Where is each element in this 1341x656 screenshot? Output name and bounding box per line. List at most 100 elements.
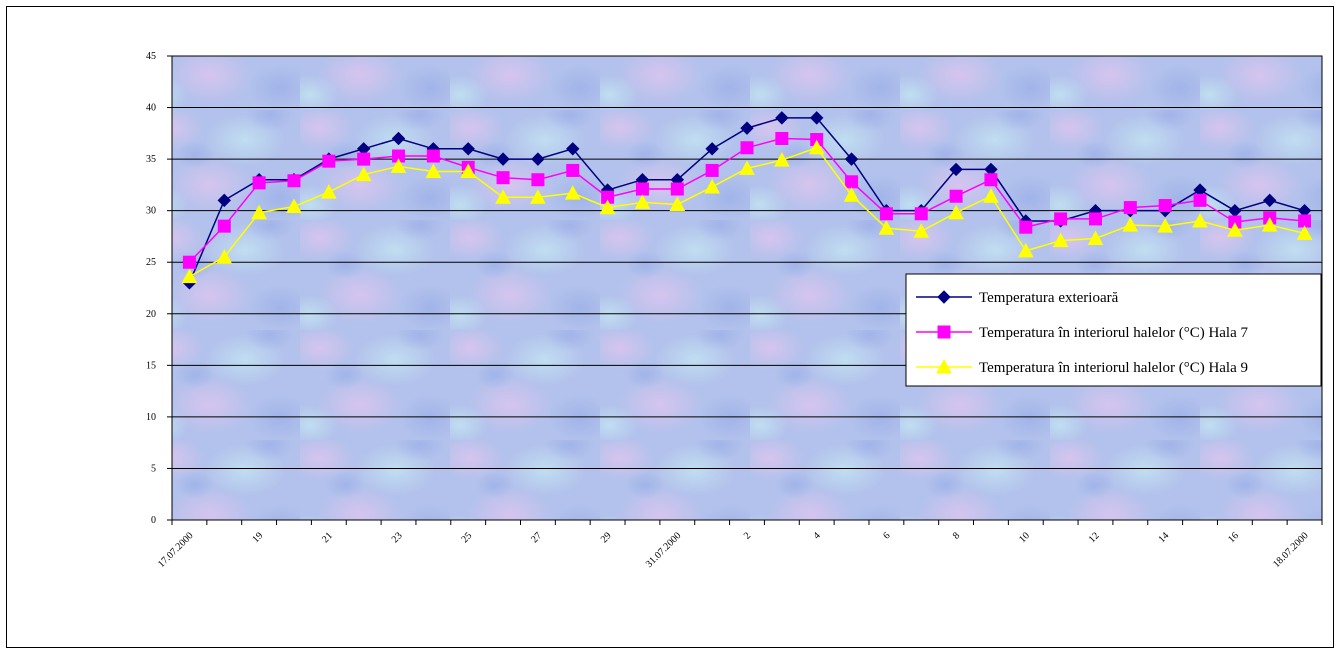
x-tick-label: 12 bbox=[1087, 530, 1102, 545]
series-1-point bbox=[949, 162, 963, 177]
series-1-point bbox=[461, 142, 475, 156]
y-tick-label: 0 bbox=[151, 515, 156, 526]
x-tick-label: 16 bbox=[1226, 530, 1241, 545]
x-tick-label: 10 bbox=[1017, 530, 1032, 545]
series-3-point bbox=[669, 196, 686, 211]
series-3-point bbox=[948, 204, 964, 220]
legend-label-1: Temperatura exterioară bbox=[979, 290, 1119, 306]
series-3-point bbox=[1157, 218, 1174, 233]
series-2-point bbox=[287, 174, 301, 188]
y-tick-label: 10 bbox=[146, 412, 156, 423]
y-tick-label: 5 bbox=[151, 463, 156, 474]
series-3-point bbox=[564, 185, 581, 200]
legend-label-2: Temperatura în interiorul halelor (°C) H… bbox=[979, 325, 1249, 341]
y-tick-label: 15 bbox=[146, 360, 156, 371]
series-3-point bbox=[739, 160, 755, 175]
series-2-point bbox=[1054, 212, 1068, 226]
series-3-point bbox=[1087, 230, 1104, 246]
x-tick-label: 27 bbox=[529, 530, 544, 545]
y-tick-label: 35 bbox=[146, 154, 156, 165]
x-tick-label: 2 bbox=[742, 530, 753, 541]
series-2-point bbox=[635, 182, 649, 196]
x-tick-label: 25 bbox=[459, 530, 474, 545]
series-3-point bbox=[774, 152, 790, 167]
series-2-point bbox=[949, 189, 963, 203]
series-2-point bbox=[1158, 199, 1172, 213]
series-2-point bbox=[426, 149, 440, 163]
x-tick-label: 29 bbox=[599, 530, 614, 545]
series-1-point bbox=[705, 142, 719, 156]
series-3-point bbox=[983, 188, 999, 203]
legend-label-3: Temperatura în interiorul halelor (°C) H… bbox=[979, 360, 1248, 376]
series-2-point bbox=[670, 182, 684, 196]
x-tick-label: 19 bbox=[250, 530, 265, 545]
series-2-point bbox=[496, 171, 510, 185]
series-2-point bbox=[182, 255, 196, 269]
x-tick-label: 17.07.2000 bbox=[156, 530, 196, 570]
x-tick-label: 23 bbox=[390, 530, 405, 545]
series-3-point bbox=[251, 204, 267, 220]
series-3-point bbox=[460, 163, 477, 178]
series-2-point bbox=[531, 173, 545, 187]
series-3-point bbox=[599, 199, 616, 215]
series-3-point bbox=[843, 187, 860, 202]
series-3-point bbox=[390, 158, 407, 173]
series-2-point bbox=[984, 173, 998, 187]
series-3-point bbox=[1052, 232, 1069, 248]
series-3-point bbox=[320, 184, 337, 199]
series-2-point bbox=[1298, 214, 1312, 228]
x-tick-label: 6 bbox=[881, 530, 892, 541]
series-2-point bbox=[252, 176, 266, 190]
series-1-point bbox=[1263, 193, 1277, 208]
series-1-point bbox=[809, 111, 824, 125]
series-1-point bbox=[740, 121, 754, 135]
series-3-point bbox=[1296, 225, 1313, 240]
series-2-point bbox=[1123, 201, 1137, 215]
series-2-point bbox=[740, 141, 754, 155]
series-2-point bbox=[845, 175, 859, 189]
series-1-point bbox=[496, 152, 510, 166]
x-tick-label: 14 bbox=[1156, 530, 1171, 545]
series-2-point bbox=[775, 131, 789, 145]
series-2-point bbox=[914, 207, 928, 221]
y-tick-label: 20 bbox=[146, 309, 156, 320]
series-3-point bbox=[878, 220, 895, 235]
y-tick-label: 45 bbox=[146, 51, 156, 62]
series-3-point bbox=[1122, 217, 1139, 232]
legend-marker-1 bbox=[937, 290, 951, 304]
series-2-point bbox=[566, 163, 580, 177]
series-3-point bbox=[181, 268, 198, 284]
series-3-point bbox=[1192, 212, 1208, 228]
series-3-point bbox=[216, 249, 233, 264]
series-3-point bbox=[355, 166, 372, 182]
series-3-point bbox=[286, 198, 302, 214]
x-tick-label: 21 bbox=[320, 530, 335, 545]
legend-marker-3 bbox=[936, 358, 952, 374]
series-2-point bbox=[1193, 193, 1207, 207]
plot-border bbox=[171, 55, 1323, 521]
series-2-point bbox=[705, 163, 719, 177]
series-3-point bbox=[913, 223, 930, 238]
y-tick-label: 40 bbox=[146, 103, 156, 114]
series-2-point bbox=[357, 152, 371, 166]
series-3-point bbox=[634, 194, 651, 209]
series-2-point bbox=[879, 207, 893, 221]
series-1-point bbox=[391, 131, 406, 146]
series-1-point bbox=[217, 193, 231, 208]
series-2-point bbox=[1019, 220, 1033, 234]
series-3-point bbox=[495, 189, 511, 204]
x-tick-label: 8 bbox=[951, 530, 962, 541]
x-tick-label: 4 bbox=[812, 530, 823, 541]
series-1-point bbox=[844, 152, 859, 166]
legend-marker-2 bbox=[937, 325, 951, 339]
series-2-point bbox=[1088, 212, 1102, 226]
y-tick-label: 25 bbox=[146, 257, 156, 268]
series-3-point bbox=[530, 189, 546, 204]
series-3-point bbox=[1017, 242, 1034, 258]
series-1-point bbox=[566, 142, 580, 156]
x-tick-label: 18.07.2000 bbox=[1271, 530, 1311, 570]
series-3-point bbox=[425, 163, 442, 178]
series-3-point bbox=[704, 178, 720, 194]
series-3-point bbox=[1261, 217, 1278, 232]
